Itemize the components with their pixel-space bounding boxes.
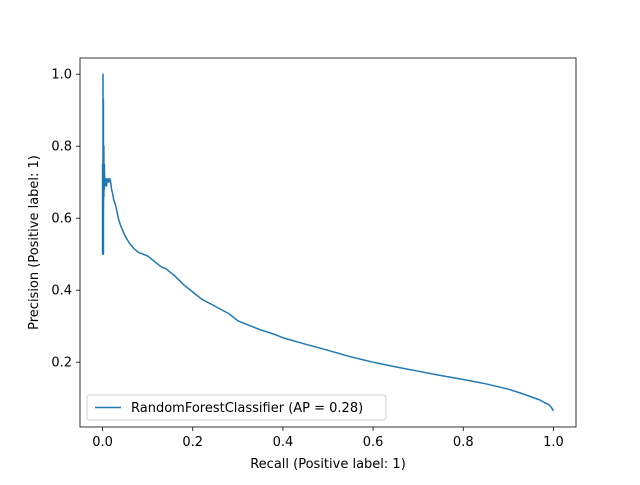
series-line-0	[101, 73, 555, 412]
legend: RandomForestClassifier (AP = 0.28)	[86, 394, 387, 421]
x-axis-label: Recall (Positive label: 1)	[250, 457, 406, 472]
plot-frame	[79, 57, 577, 428]
legend-entry-label: RandomForestClassifier (AP = 0.28)	[131, 401, 363, 416]
y-tick-label: 0.6	[51, 212, 72, 227]
x-tick-label: 0.0	[92, 435, 113, 450]
y-tick-label: 0.4	[51, 284, 72, 299]
legend-box	[86, 394, 387, 421]
y-tick-label: 0.8	[51, 140, 72, 155]
y-tick-label: 1.0	[51, 68, 72, 83]
x-tick-label: 1.0	[543, 435, 564, 450]
axes: 0.0 0.2 0.4 0.6 0.8 1.0 0.2 0.4 0.6 0.8 1.0	[51, 57, 577, 450]
plot-area	[101, 73, 555, 412]
x-tick-label: 0.2	[182, 435, 203, 450]
y-axis-label: Precision (Positive label: 1)	[27, 155, 42, 330]
x-tick-label: 0.4	[273, 435, 294, 450]
x-tick-label: 0.8	[453, 435, 474, 450]
x-tick-label: 0.6	[363, 435, 384, 450]
y-tick-label: 0.2	[51, 356, 72, 371]
